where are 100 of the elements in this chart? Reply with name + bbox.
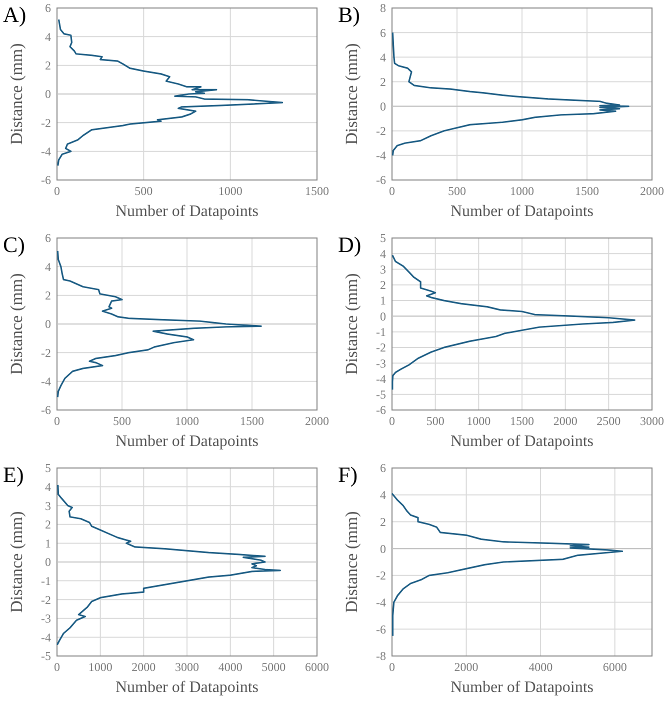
x-tick-label: 1000 [218, 184, 242, 198]
x-tick-label: 4000 [528, 660, 553, 674]
y-tick-label: 6 [380, 461, 386, 476]
y-tick-label: 6 [380, 26, 386, 40]
y-axis-title: Distance (mm) [342, 511, 361, 613]
x-tick-label: 0 [389, 184, 395, 198]
y-tick-label: -3 [41, 612, 51, 626]
chart-title: C) [3, 232, 25, 257]
y-tick-label: -6 [376, 622, 386, 636]
chart-title: B) [338, 2, 360, 27]
x-tick-label: 4000 [218, 660, 242, 674]
y-tick-label: -6 [41, 173, 51, 188]
x-tick-label: 0 [54, 660, 60, 674]
x-tick-label: 0 [54, 184, 60, 198]
line-series [391, 492, 624, 637]
y-tick-label: -4 [41, 144, 51, 159]
x-tick-label: 500 [134, 184, 153, 198]
y-tick-label: 4 [380, 246, 386, 261]
y-tick-label: -2 [376, 568, 386, 583]
x-tick-label: 500 [426, 414, 444, 428]
chart-title: D) [338, 232, 362, 257]
y-tick-label: 0 [45, 555, 51, 570]
x-axis-title: Number of Datapoints [450, 679, 594, 696]
y-tick-label: -4 [41, 374, 51, 389]
x-tick-label: 2500 [596, 414, 621, 428]
x-tick-label: 0 [54, 414, 60, 428]
line-series [392, 254, 636, 390]
x-tick-label: 0 [389, 414, 395, 428]
y-tick-label: 8 [380, 1, 386, 16]
x-tick-label: 500 [113, 414, 131, 428]
x-tick-label: 6000 [305, 660, 329, 674]
y-tick-label: 1 [45, 536, 51, 550]
y-tick-label: 2 [45, 288, 51, 303]
y-axis-title: Distance (mm) [342, 43, 361, 145]
y-tick-label: -4 [41, 630, 51, 644]
x-axis-title: Number of Datapoints [450, 433, 594, 450]
y-tick-label: 3 [380, 262, 386, 276]
x-axis-title: Number of Datapoints [450, 203, 594, 220]
x-axis-title: Number of Datapoints [115, 433, 259, 450]
y-tick-label: 6 [45, 231, 51, 246]
y-tick-label: 4 [45, 260, 51, 274]
y-tick-label: 4 [380, 488, 386, 502]
x-tick-label: 5000 [262, 660, 286, 674]
x-tick-label: 3000 [175, 660, 199, 674]
y-tick-label: -2 [41, 116, 51, 130]
x-tick-label: 2000 [640, 184, 664, 198]
y-tick-label: 4 [45, 30, 51, 44]
y-tick-label: -2 [376, 340, 386, 355]
y-tick-label: -2 [41, 346, 51, 360]
y-tick-label: -1 [376, 325, 386, 340]
x-tick-label: 1000 [466, 414, 491, 428]
x-tick-label: 0 [389, 660, 395, 674]
y-tick-label: 5 [45, 461, 51, 476]
y-tick-label: -6 [41, 403, 51, 418]
y-tick-label: 1 [380, 294, 386, 308]
line-series [57, 18, 284, 166]
y-tick-label: 2 [45, 518, 51, 532]
line-series [56, 250, 262, 398]
y-tick-label: -8 [376, 649, 386, 664]
x-tick-label: 1000 [175, 414, 199, 428]
line-series [56, 484, 281, 646]
y-tick-label: 0 [380, 99, 386, 114]
y-tick-label: 0 [380, 309, 386, 324]
y-tick-label: -5 [41, 649, 51, 664]
chart-title: A) [3, 2, 26, 27]
y-axis-title: Distance (mm) [7, 273, 26, 375]
y-tick-label: 2 [45, 58, 51, 73]
y-tick-label: 0 [380, 542, 386, 556]
x-tick-label: 6000 [602, 660, 627, 674]
y-tick-label: 0 [45, 317, 51, 332]
x-tick-label: 1500 [510, 414, 534, 428]
y-tick-label: 2 [380, 74, 386, 89]
x-tick-label: 500 [448, 184, 466, 198]
x-tick-label: 1000 [88, 660, 112, 674]
x-tick-label: 2000 [454, 660, 478, 674]
y-axis-title: Distance (mm) [342, 273, 361, 375]
x-axis-title: Number of Datapoints [115, 679, 259, 696]
y-tick-label: 2 [380, 278, 386, 292]
y-tick-label: -6 [376, 173, 386, 188]
x-tick-label: 2000 [553, 414, 578, 428]
line-series [392, 32, 630, 156]
y-tick-label: -4 [376, 372, 386, 386]
y-tick-label: -6 [376, 403, 386, 418]
y-axis-title: Distance (mm) [7, 43, 26, 145]
y-tick-label: -2 [376, 124, 386, 138]
y-tick-label: -2 [41, 592, 51, 607]
x-tick-label: 2000 [132, 660, 156, 674]
x-tick-label: 1500 [575, 184, 599, 198]
x-tick-label: 1500 [305, 184, 329, 198]
x-axis-title: Number of Datapoints [115, 203, 259, 220]
y-tick-label: 3 [45, 498, 51, 513]
chart-title: E) [3, 462, 24, 487]
y-tick-label: -3 [376, 356, 386, 370]
x-tick-label: 3000 [640, 414, 664, 428]
y-tick-label: 6 [45, 1, 51, 16]
chart-title: F) [338, 462, 358, 487]
y-tick-label: 2 [380, 514, 386, 529]
x-tick-label: 1000 [510, 184, 534, 198]
y-tick-label: 4 [380, 50, 386, 64]
x-tick-label: 2000 [305, 414, 329, 428]
